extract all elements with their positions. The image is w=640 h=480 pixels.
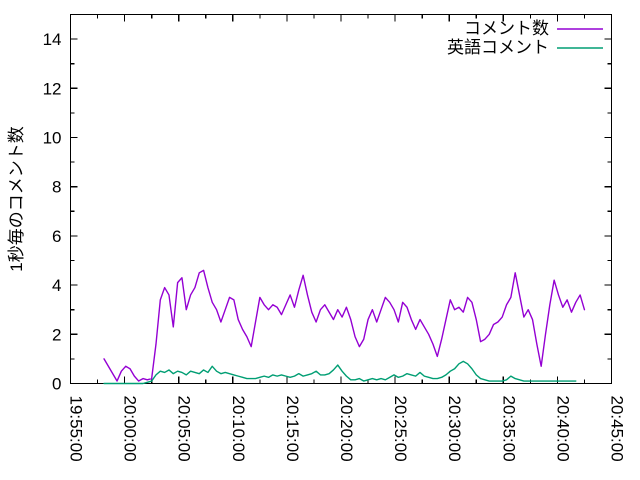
x-tick-label: 20:05:00 (175, 396, 194, 462)
x-tick-label: 19:55:00 (67, 396, 86, 462)
y-tick-label: 0 (52, 375, 61, 394)
y-axis-title: 1秒毎のコメント数 (7, 126, 26, 271)
series-layer (103, 269, 586, 385)
y-tick-label: 2 (52, 325, 61, 344)
y-tick-label: 6 (52, 227, 61, 246)
x-tick-label: 20:35:00 (499, 396, 518, 462)
y-tick-label: 4 (52, 276, 61, 295)
x-axis: 19:55:00 20:00:00 20:05:00 20:10:00 20:15:00… (67, 14, 627, 462)
plot-frame (69, 13, 613, 385)
x-tick-label: 20:25:00 (391, 396, 410, 462)
x-tick-label: 20:20:00 (337, 396, 356, 462)
x-tick-label: 20:15:00 (283, 396, 302, 462)
legend-label-2: 英語コメント (447, 38, 549, 57)
x-tick-label: 20:00:00 (121, 396, 140, 462)
series-line-1 (103, 269, 586, 382)
y-tick-label: 12 (43, 79, 62, 98)
x-tick-label: 20:45:00 (608, 396, 627, 462)
x-tick-label: 20:10:00 (229, 396, 248, 462)
y-tick-label: 14 (43, 30, 62, 49)
y-tick-label: 10 (43, 129, 62, 148)
y-tick-label: 8 (52, 178, 61, 197)
legend-label-1: コメント数 (464, 19, 549, 38)
x-tick-label: 20:30:00 (445, 396, 464, 462)
series-line-2 (103, 360, 577, 385)
x-tick-label: 20:40:00 (553, 396, 572, 462)
y-axis: 0 2 4 6 8 10 12 14 (43, 30, 612, 394)
